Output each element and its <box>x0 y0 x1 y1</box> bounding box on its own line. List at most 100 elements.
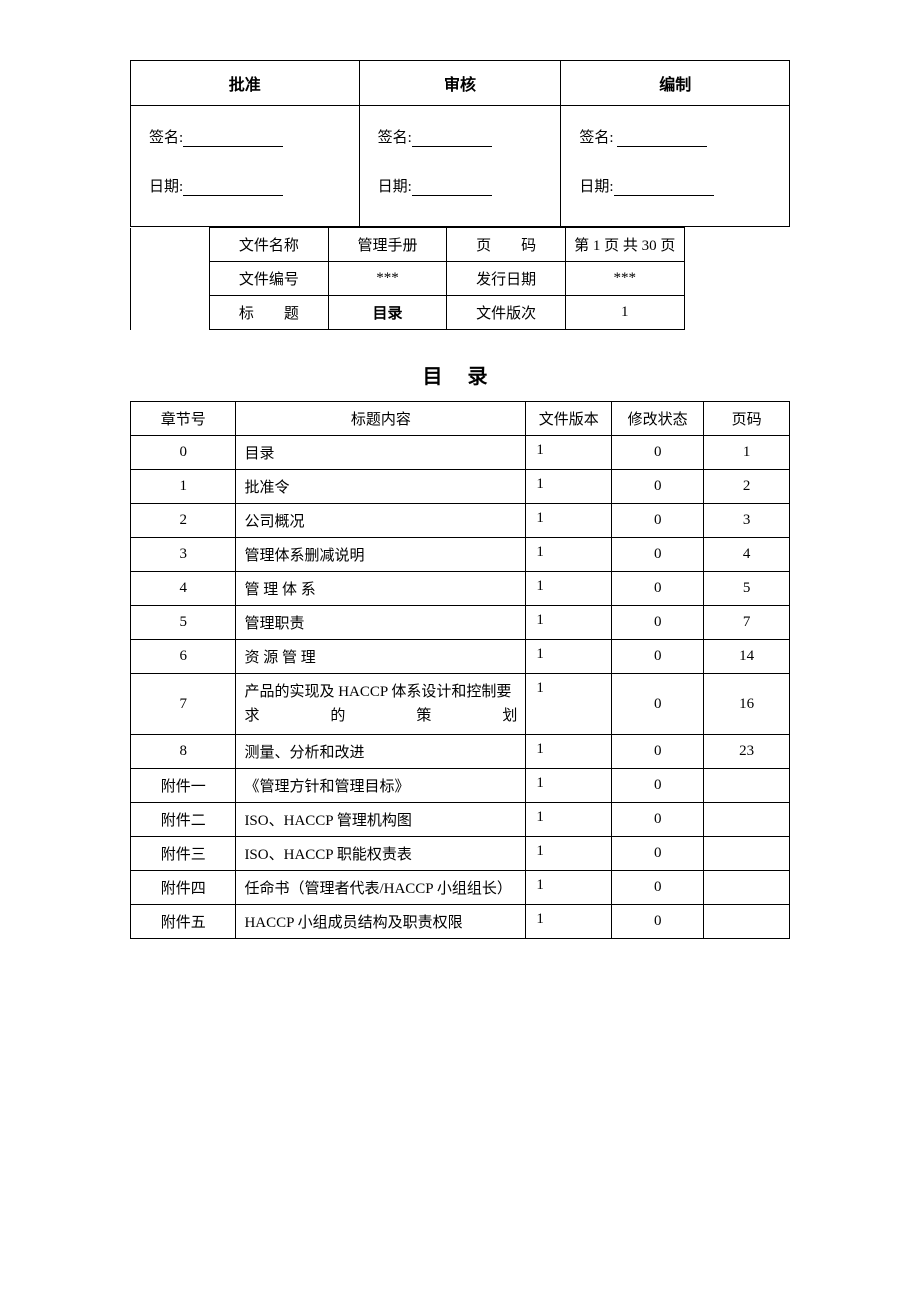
approval-body-row: 签名: 日期: 签名: 日期: 签名: 日期: <box>131 106 790 227</box>
date-line-1 <box>412 181 492 196</box>
table-row: 附件四任命书（管理者代表/HACCP 小组组长）10 <box>131 871 790 905</box>
toc-chapter: 附件二 <box>131 803 236 837</box>
approval-cell-1: 签名: 日期: <box>359 106 561 227</box>
toc-mod: 0 <box>612 735 704 769</box>
toc-page <box>704 769 790 803</box>
toc-mod: 0 <box>612 674 704 735</box>
sig-line-0 <box>183 132 283 147</box>
toc-page <box>704 803 790 837</box>
toc-title: 目 录 <box>130 360 790 389</box>
table-row: 4管 理 体 系105 <box>131 572 790 606</box>
meta-value: 目录 <box>328 296 447 330</box>
toc-title-cell: 《管理方针和管理目标》 <box>236 769 526 803</box>
table-row: 0目录101 <box>131 436 790 470</box>
toc-version: 1 <box>526 470 612 504</box>
approval-cell-2: 签名: 日期: <box>561 106 790 227</box>
toc-page <box>704 871 790 905</box>
toc-mod: 0 <box>612 837 704 871</box>
toc-version: 1 <box>526 436 612 470</box>
toc-header-cell: 章节号 <box>131 402 236 436</box>
table-row: 附件二ISO、HACCP 管理机构图10 <box>131 803 790 837</box>
toc-mod: 0 <box>612 436 704 470</box>
toc-page: 4 <box>704 538 790 572</box>
toc-header-cell: 页码 <box>704 402 790 436</box>
toc-title-cell: 批准令 <box>236 470 526 504</box>
meta-value: *** <box>328 262 447 296</box>
toc-page: 5 <box>704 572 790 606</box>
toc-title-cell: 测量、分析和改进 <box>236 735 526 769</box>
toc-title-cell: 管 理 体 系 <box>236 572 526 606</box>
meta-row: 标题目录文件版次1 <box>131 296 790 330</box>
toc-title-cell: 任命书（管理者代表/HACCP 小组组长） <box>236 871 526 905</box>
toc-chapter: 8 <box>131 735 236 769</box>
approval-header-0: 批准 <box>131 61 360 106</box>
meta-row: 文件名称管理手册页码第 1 页 共 30 页 <box>131 228 790 262</box>
table-row: 3管理体系删减说明104 <box>131 538 790 572</box>
toc-title-cell: ISO、HACCP 管理机构图 <box>236 803 526 837</box>
toc-mod: 0 <box>612 504 704 538</box>
toc-version: 1 <box>526 572 612 606</box>
toc-page: 7 <box>704 606 790 640</box>
toc-chapter: 1 <box>131 470 236 504</box>
toc-mod: 0 <box>612 905 704 939</box>
sig-label-0: 签名: <box>149 130 183 146</box>
approval-cell-0: 签名: 日期: <box>131 106 360 227</box>
table-row: 附件三ISO、HACCP 职能权责表10 <box>131 837 790 871</box>
toc-header-row: 章节号标题内容文件版本修改状态页码 <box>131 402 790 436</box>
sig-label-1: 签名: <box>378 130 412 146</box>
toc-version: 1 <box>526 538 612 572</box>
date-label-1: 日期: <box>378 179 412 195</box>
toc-version: 1 <box>526 837 612 871</box>
meta-key: 标题 <box>210 296 329 330</box>
date-line-0 <box>183 181 283 196</box>
toc-chapter: 附件四 <box>131 871 236 905</box>
toc-mod: 0 <box>612 538 704 572</box>
toc-title-cell: 公司概况 <box>236 504 526 538</box>
toc-chapter: 5 <box>131 606 236 640</box>
approval-header-1: 审核 <box>359 61 561 106</box>
date-label-2: 日期: <box>579 179 613 195</box>
toc-version: 1 <box>526 769 612 803</box>
meta-key2: 发行日期 <box>447 262 566 296</box>
sig-line-1 <box>412 132 492 147</box>
toc-title-cell: 目录 <box>236 436 526 470</box>
sig-line-2 <box>617 132 707 147</box>
meta-value2: *** <box>565 262 684 296</box>
toc-version: 1 <box>526 871 612 905</box>
toc-mod: 0 <box>612 871 704 905</box>
meta-value: 管理手册 <box>328 228 447 262</box>
toc-tbody: 0目录1011批准令1022公司概况1033管理体系删减说明1044管 理 体 … <box>131 436 790 939</box>
toc-mod: 0 <box>612 572 704 606</box>
toc-version: 1 <box>526 504 612 538</box>
meta-value2: 第 1 页 共 30 页 <box>565 228 684 262</box>
toc-header-cell: 修改状态 <box>612 402 704 436</box>
meta-value2: 1 <box>565 296 684 330</box>
toc-page: 23 <box>704 735 790 769</box>
meta-table: 文件名称管理手册页码第 1 页 共 30 页文件编号***发行日期***标题目录… <box>130 227 790 330</box>
table-row: 5管理职责107 <box>131 606 790 640</box>
table-row: 附件一《管理方针和管理目标》10 <box>131 769 790 803</box>
toc-chapter: 4 <box>131 572 236 606</box>
sig-label-2: 签名: <box>579 130 613 146</box>
toc-page <box>704 837 790 871</box>
toc-title-cell: 产品的实现及 HACCP 体系设计和控制要求的策划 <box>236 674 526 735</box>
toc-version: 1 <box>526 735 612 769</box>
toc-header-cell: 文件版本 <box>526 402 612 436</box>
toc-page: 3 <box>704 504 790 538</box>
meta-blank-cell <box>131 228 210 330</box>
date-label-0: 日期: <box>149 179 183 195</box>
meta-key: 文件名称 <box>210 228 329 262</box>
toc-page: 2 <box>704 470 790 504</box>
toc-version: 1 <box>526 606 612 640</box>
date-line-2 <box>614 181 714 196</box>
toc-chapter: 附件五 <box>131 905 236 939</box>
toc-chapter: 7 <box>131 674 236 735</box>
toc-page <box>704 905 790 939</box>
toc-header-cell: 标题内容 <box>236 402 526 436</box>
approval-table: 批准 审核 编制 签名: 日期: 签名: 日期: 签名: 日期: <box>130 60 790 227</box>
toc-chapter: 附件三 <box>131 837 236 871</box>
toc-version: 1 <box>526 674 612 735</box>
table-row: 7产品的实现及 HACCP 体系设计和控制要求的策划1016 <box>131 674 790 735</box>
toc-chapter: 附件一 <box>131 769 236 803</box>
approval-header-2: 编制 <box>561 61 790 106</box>
